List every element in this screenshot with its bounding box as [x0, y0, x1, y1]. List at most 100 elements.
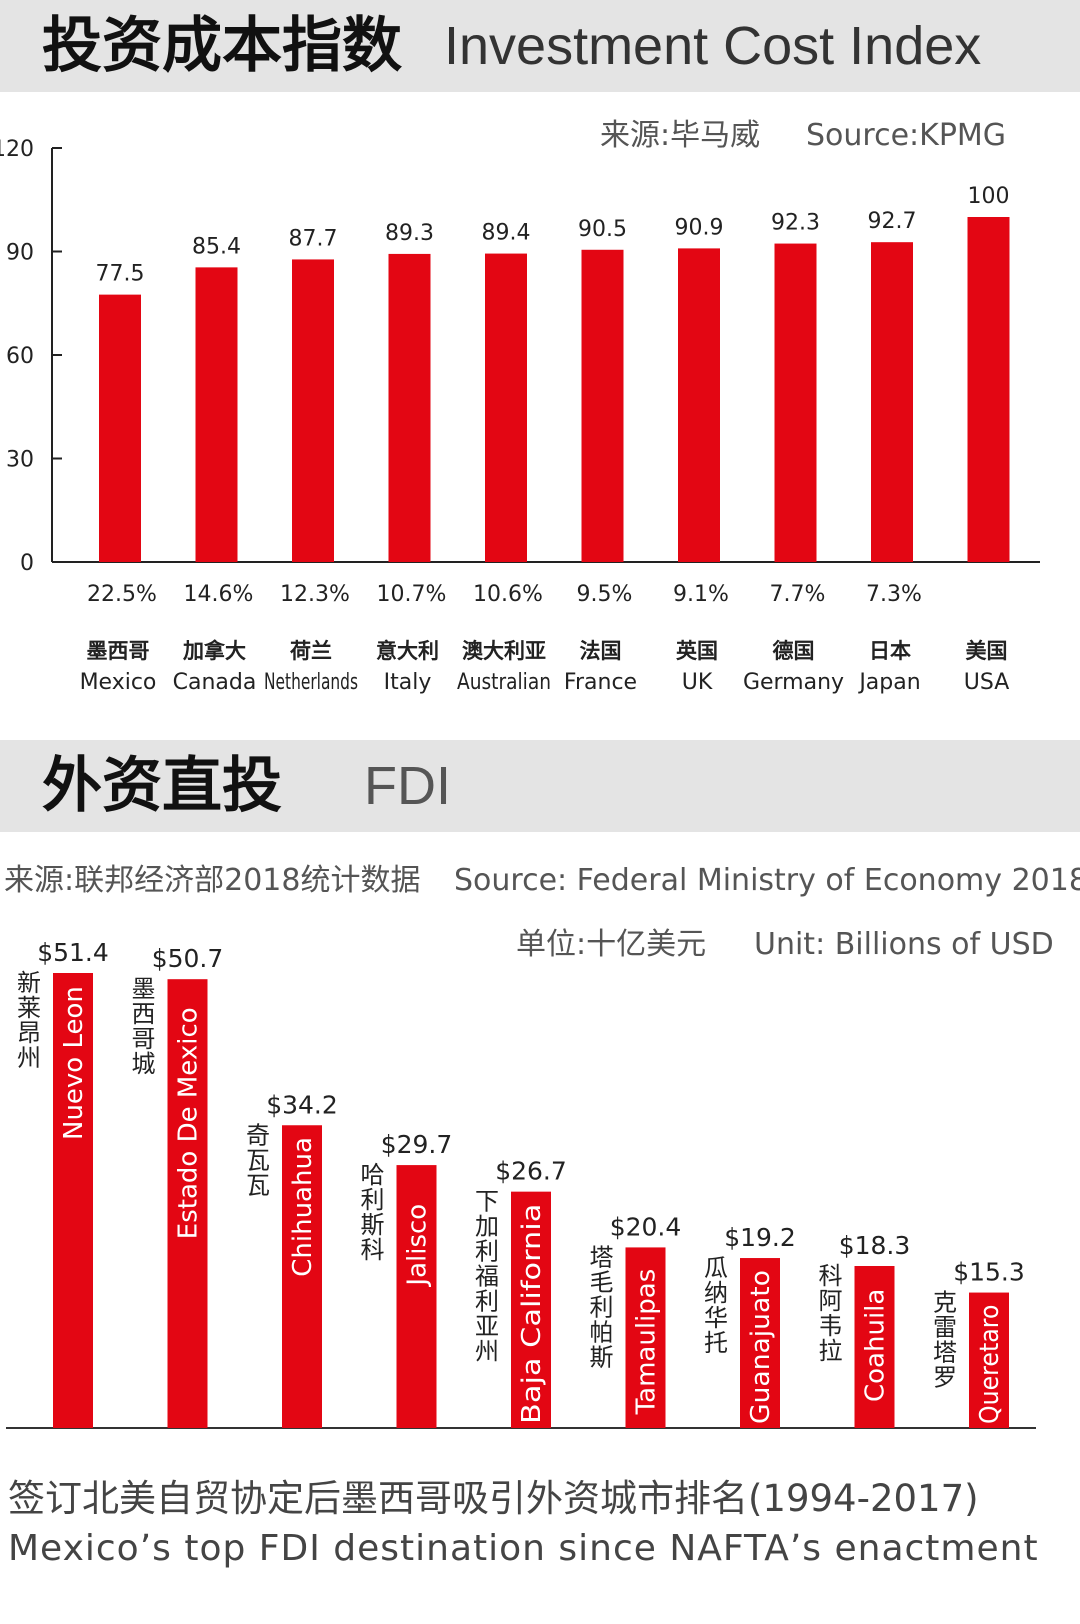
bar-label-zh: 下加利福利亚州 [475, 1188, 499, 1366]
bar [581, 249, 624, 562]
bar-label-en: Chihuahua [288, 1137, 318, 1277]
bar-value-label: 85.4 [192, 234, 241, 259]
cost-advantage-label: 9.1% [673, 582, 729, 607]
category-label-en: Italy [384, 670, 432, 695]
bar [167, 979, 208, 1428]
bar-value-label: $15.3 [953, 1258, 1025, 1287]
bar-label-zh: 克雷塔罗 [933, 1289, 957, 1392]
category-label-zh: 荷兰 [290, 639, 332, 663]
section1-source-en: Source:KPMG [806, 118, 1007, 153]
bar-value-label: 92.7 [868, 209, 917, 234]
section1-title-en: Investment Cost Index [444, 16, 982, 76]
fdi-caption-zh: 签订北美自贸协定后墨西哥吸引外资城市排名(1994-2017) [8, 1477, 979, 1520]
section2-source-zh: 来源:联邦经济部2018统计数据 [4, 863, 421, 898]
category-label-zh: 美国 [966, 639, 1008, 663]
bar-label-en: Coahuila [861, 1289, 891, 1402]
section1-source-zh: 来源:毕马威 [600, 118, 761, 153]
section2-title-en: FDI [364, 756, 451, 816]
bar-value-label: 87.7 [289, 226, 338, 251]
y-tick-label: 120 [0, 137, 34, 162]
bar-value-label: $26.7 [495, 1157, 567, 1186]
bar-value-label: 100 [968, 184, 1010, 209]
investment-cost-chart: 0 30 60 90 120 77.5 22.5% 墨西哥 Mexico 85.4 14.6% 加拿大… [0, 137, 1040, 695]
bar-label-en: Baja California [517, 1204, 547, 1424]
bar [485, 253, 527, 562]
category-label-en: UK [682, 670, 713, 695]
section1-header: 投资成本指数 Investment Cost Index [0, 0, 1080, 92]
section2-source-en: Source: Federal Ministry of Economy 2018 [454, 863, 1080, 898]
cost-advantage-label: 14.6% [184, 582, 254, 607]
category-label-en: France [564, 670, 637, 695]
category-label-zh: 英国 [676, 639, 718, 663]
bar-label-en: Jalisco [403, 1204, 433, 1288]
category-label-zh: 墨西哥 [87, 639, 150, 663]
y-tick-label: 60 [6, 344, 34, 369]
bar-label-zh: 哈利斯科 [361, 1161, 385, 1264]
category-label-zh: 加拿大 [182, 639, 246, 663]
category-label-en: Australian [457, 670, 551, 695]
cost-advantage-label: 7.3% [866, 582, 922, 607]
bar [195, 267, 238, 562]
bar [740, 1258, 780, 1428]
y-tick-label: 90 [6, 241, 34, 266]
bar-label-en: Queretaro [975, 1305, 1005, 1424]
bar-label-en: Guanajuato [746, 1270, 776, 1424]
bar [969, 1292, 1009, 1428]
section2-title-zh: 外资直投 [42, 751, 282, 821]
bar [99, 294, 141, 562]
bar-label-en: Tamaulipas [632, 1269, 662, 1416]
bar [511, 1191, 551, 1428]
bar-value-label: $34.2 [266, 1090, 338, 1119]
category-label-zh: 意大利 [376, 639, 439, 663]
bar-label-zh: 墨西哥城 [132, 975, 156, 1078]
category-label-en: Japan [857, 670, 920, 695]
cost-advantage-label: 7.7% [770, 582, 826, 607]
bar-value-label: $50.7 [152, 944, 224, 973]
bar-label-en: Nuevo Leon [59, 986, 89, 1140]
category-label-zh: 德国 [773, 639, 815, 663]
bar [625, 1247, 666, 1428]
bar [854, 1266, 895, 1428]
section1-title-zh: 投资成本指数 [42, 11, 402, 81]
bar-value-label: 90.9 [675, 215, 724, 240]
section2-unit-zh: 单位:十亿美元 [516, 927, 707, 962]
bar-value-label: 92.3 [771, 211, 820, 236]
category-label-zh: 日本 [869, 639, 911, 663]
bar-value-label: 90.5 [578, 217, 627, 242]
bar-label-zh: 新莱昂州 [17, 969, 41, 1072]
fdi-chart: $51.4 Nuevo Leon 新莱昂州 $50.7 Estado De Mexico… [6, 938, 1036, 1429]
bar-label-zh: 瓜纳华托 [704, 1254, 728, 1357]
category-label-zh: 澳大利亚 [462, 639, 546, 663]
bar-value-label: $20.4 [610, 1212, 682, 1241]
bar-value-label: $19.2 [724, 1223, 796, 1252]
bar [292, 259, 334, 562]
bar-value-label: $18.3 [839, 1231, 911, 1260]
fdi-caption-en: Mexico’s top FDI destination since NAFTA… [8, 1528, 1039, 1569]
bar [774, 243, 817, 562]
section2-header: 外资直投 FDI [0, 740, 1080, 832]
bar-label-zh: 科阿韦拉 [819, 1262, 843, 1365]
category-label-en: Netherlands [264, 670, 358, 695]
bar [388, 253, 431, 563]
bar-value-label: 77.5 [96, 262, 145, 287]
bar-value-label: 89.3 [385, 221, 434, 246]
bar [53, 973, 93, 1428]
bar [396, 1165, 437, 1428]
bar-label-zh: 塔毛利帕斯 [590, 1243, 614, 1371]
y-tick-label: 30 [6, 448, 34, 473]
cost-advantage-label: 10.7% [377, 582, 447, 607]
bar [871, 242, 913, 562]
y-tick-label: 0 [20, 551, 34, 576]
cost-advantage-label: 10.6% [473, 582, 543, 607]
category-label-zh: 法国 [580, 639, 622, 663]
bar-value-label: 89.4 [482, 221, 531, 246]
category-label-en: Canada [173, 670, 257, 695]
bar-label-en: Estado De Mexico [174, 1007, 204, 1239]
cost-advantage-label: 22.5% [87, 582, 157, 607]
category-label-en: Mexico [80, 670, 157, 695]
bar-value-label: $51.4 [37, 938, 109, 967]
bar-value-label: $29.7 [381, 1130, 453, 1159]
section2-unit-en: Unit: Billions of USD [754, 927, 1054, 962]
bar [282, 1125, 322, 1428]
cost-advantage-label: 9.5% [577, 582, 633, 607]
